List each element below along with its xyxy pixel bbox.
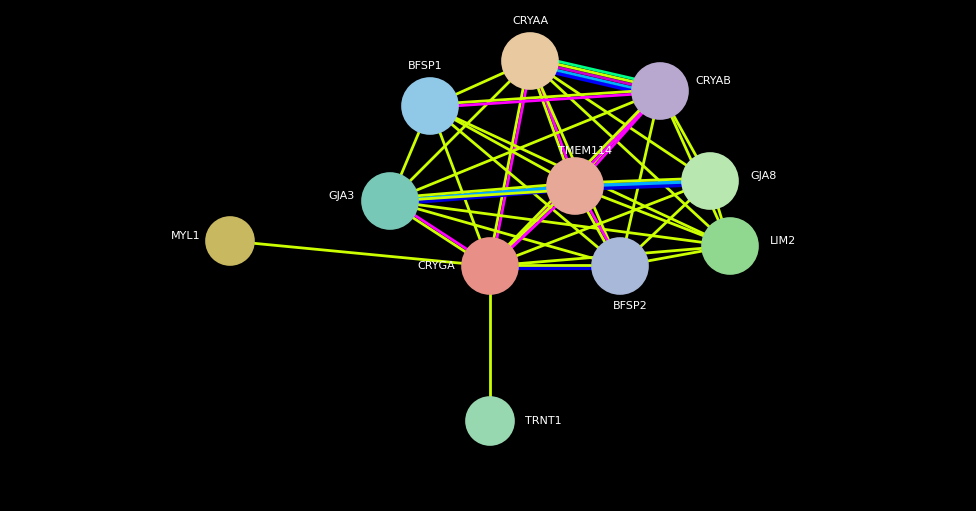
- Text: BFSP1: BFSP1: [408, 61, 442, 71]
- Circle shape: [682, 153, 738, 209]
- Circle shape: [206, 217, 254, 265]
- Circle shape: [592, 238, 648, 294]
- Text: LIM2: LIM2: [770, 236, 796, 246]
- Text: GJA8: GJA8: [750, 171, 776, 181]
- Text: CRYAB: CRYAB: [695, 76, 731, 86]
- Circle shape: [547, 158, 603, 214]
- Text: CRYAA: CRYAA: [512, 16, 549, 26]
- Circle shape: [632, 63, 688, 119]
- Text: MYL1: MYL1: [171, 231, 200, 241]
- Text: CRYGA: CRYGA: [418, 261, 455, 271]
- Circle shape: [502, 33, 558, 89]
- Circle shape: [402, 78, 458, 134]
- Circle shape: [466, 397, 514, 445]
- Text: TRNT1: TRNT1: [525, 416, 561, 426]
- Text: BFSP2: BFSP2: [613, 301, 647, 311]
- Text: GJA3: GJA3: [329, 191, 355, 201]
- Text: TMEM114: TMEM114: [558, 146, 612, 156]
- Circle shape: [362, 173, 418, 229]
- Circle shape: [702, 218, 758, 274]
- Circle shape: [462, 238, 518, 294]
